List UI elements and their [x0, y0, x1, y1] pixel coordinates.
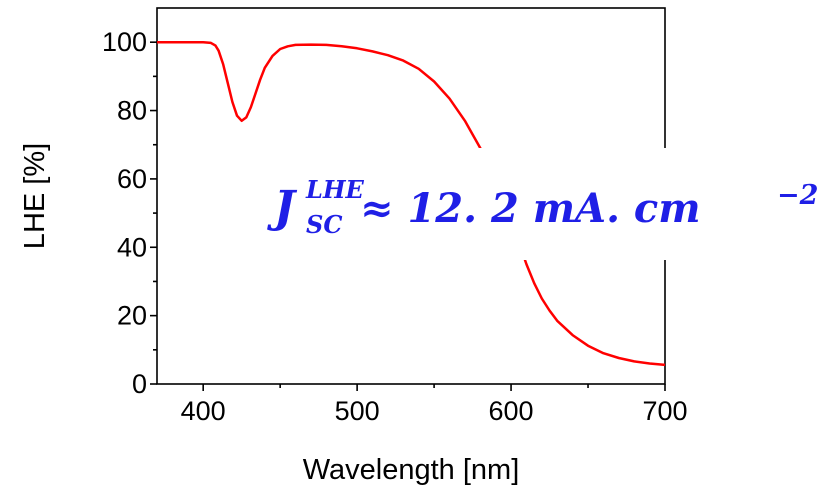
x-tick-label: 700 [642, 396, 687, 426]
annotation-formula: J LHE SC ≈ 12. 2 mA. cm −2 [267, 175, 818, 239]
formula-exponent: −2 [777, 180, 818, 211]
x-axis-title: Wavelength [nm] [303, 454, 520, 486]
y-axis-title: LHE [%] [19, 143, 51, 249]
formula-subscript: SC [306, 210, 342, 239]
tick-labels: 400 500 600 700 0 20 40 60 80 100 [102, 27, 688, 426]
axis-ticks [150, 41, 666, 391]
series-line-lhe [157, 40, 666, 367]
y-tick-label: 60 [117, 164, 147, 194]
formula-body: ≈ 12. 2 mA. cm [360, 185, 701, 232]
y-tick-label: 80 [117, 96, 147, 126]
annotation-background [268, 148, 824, 260]
formula-superscript: LHE [305, 175, 365, 204]
y-tick-label: 40 [117, 232, 147, 262]
x-tick-label: 400 [181, 396, 226, 426]
y-tick-label: 100 [102, 27, 147, 57]
x-tick-label: 600 [489, 396, 534, 426]
x-tick-label: 500 [335, 396, 380, 426]
y-tick-label: 0 [132, 369, 147, 399]
y-tick-label: 20 [117, 301, 147, 331]
